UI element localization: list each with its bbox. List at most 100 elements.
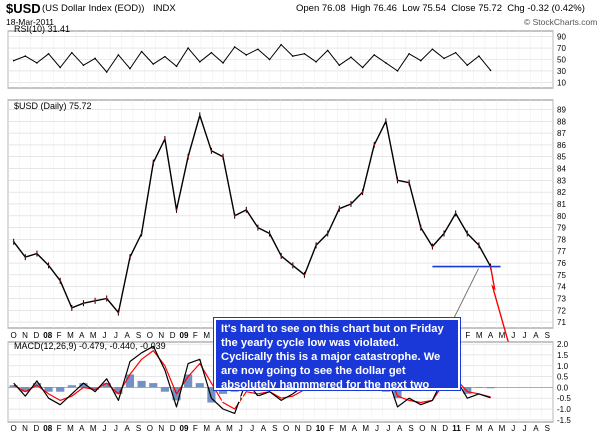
macd-histogram-bar (474, 387, 483, 388)
x-tick-label-bottom: M (67, 424, 74, 433)
x-tick-label-bottom: 10 (316, 424, 325, 433)
macd-histogram-bar (125, 374, 135, 388)
rsi-point (489, 69, 492, 72)
x-tick-label-bottom: S (545, 424, 550, 433)
price-point (94, 299, 96, 302)
rsi-point (222, 62, 224, 64)
x-tick-label-bottom: N (295, 424, 301, 433)
rsi-point (24, 55, 27, 57)
x-tick-label-bottom: J (511, 424, 515, 433)
x-tick-label: A (488, 331, 494, 340)
x-tick-label-bottom: F (57, 424, 62, 433)
annotation-callout: It's hard to see on this chart but on Fr… (213, 317, 461, 405)
x-tick-label-bottom: S (272, 424, 277, 433)
rsi-point (385, 62, 387, 64)
rsi-point (152, 63, 155, 65)
macd-tick-label: 1.5 (557, 351, 569, 360)
price-tick-label: 81 (557, 200, 566, 209)
x-tick-label-bottom: M (340, 424, 347, 433)
price-point (24, 256, 27, 259)
x-tick-label-bottom: D (33, 424, 39, 433)
rsi-point (12, 59, 15, 62)
macd-histogram-bar (463, 387, 472, 394)
x-tick-label-bottom: J (375, 424, 379, 433)
x-tick-label-bottom: S (136, 424, 141, 433)
x-tick-label-bottom: F (329, 424, 334, 433)
price-point (419, 226, 422, 229)
rsi-point (71, 51, 73, 54)
x-tick-label: S (136, 331, 141, 340)
rsi-point (408, 53, 410, 55)
rsi-panel: 10 30 50 70 90 (7, 30, 566, 89)
rsi-point (268, 58, 271, 61)
price-tick-label: 89 (557, 105, 566, 114)
rsi-point (419, 59, 422, 62)
price-point (443, 232, 445, 235)
price-point (198, 114, 201, 117)
price-tick-label: 73 (557, 294, 566, 303)
x-tick-label-bottom: M (226, 424, 233, 433)
price-point (117, 311, 120, 314)
price-point (384, 120, 387, 123)
price-line (13, 114, 492, 314)
price-point (350, 203, 352, 205)
x-tick-label: J (114, 331, 118, 340)
x-tick-label: M (476, 331, 483, 340)
price-point (361, 191, 364, 194)
price-tick-label: 84 (557, 165, 566, 174)
macd-histogram-bar (102, 383, 111, 388)
rsi-point (292, 55, 294, 57)
macd-histogram-bar (393, 387, 402, 399)
x-tick-label: O (147, 331, 153, 340)
x-tick-label: N (158, 331, 164, 340)
x-tick-label-bottom: D (442, 424, 448, 433)
x-tick-label-bottom: M (362, 424, 369, 433)
x-tick-label-bottom: O (147, 424, 153, 433)
x-tick-label: M (67, 331, 74, 340)
rsi-point (117, 54, 120, 56)
rsi-point (431, 48, 434, 51)
price-point (70, 307, 73, 309)
macd-histogram-bar (9, 385, 18, 388)
price-point (408, 181, 411, 184)
price-tick-label: 86 (557, 141, 566, 150)
price-point (12, 240, 15, 243)
rsi-point (140, 50, 143, 53)
price-point (326, 232, 329, 235)
x-tick-label: J (511, 331, 515, 340)
rsi-point (361, 66, 364, 69)
macd-histogram-bar (207, 387, 216, 403)
rsi-tick-label: 10 (557, 78, 566, 87)
x-tick-label-bottom: A (79, 424, 85, 433)
rsi-point (105, 71, 108, 73)
rsi-tick-label: 90 (557, 33, 566, 42)
x-tick-label-bottom: O (283, 424, 289, 433)
rsi-point (350, 56, 352, 59)
x-tick-label: O (11, 331, 17, 340)
price-point (129, 256, 131, 259)
x-tick-label-bottom: D (170, 424, 176, 433)
macd-tick-label: 1.0 (557, 362, 569, 371)
x-tick-label: F (465, 331, 470, 340)
price-tick-label: 82 (557, 188, 566, 197)
rsi-point (47, 53, 50, 55)
price-point (291, 264, 294, 267)
x-tick-label-bottom: 08 (43, 424, 52, 433)
x-tick-label: D (33, 331, 39, 340)
rsi-line (13, 44, 491, 73)
x-tick-label: J (103, 331, 107, 340)
price-point (222, 155, 224, 158)
x-tick-label-bottom: N (22, 424, 28, 433)
chart-source: © StockCharts.com (524, 17, 598, 27)
rsi-point (94, 57, 96, 60)
macd-histogram-bar (184, 374, 193, 388)
x-tick-label: 09 (180, 331, 189, 340)
macd-histogram-bar (91, 387, 100, 390)
price-point (233, 214, 236, 217)
x-tick-label-bottom: M (203, 424, 210, 433)
x-tick-label-bottom: J (114, 424, 118, 433)
x-tick-label-bottom: A (488, 424, 494, 433)
x-tick-label: 08 (43, 331, 52, 340)
macd-histogram-bar (486, 387, 495, 389)
rsi-tick-label: 30 (557, 67, 566, 76)
